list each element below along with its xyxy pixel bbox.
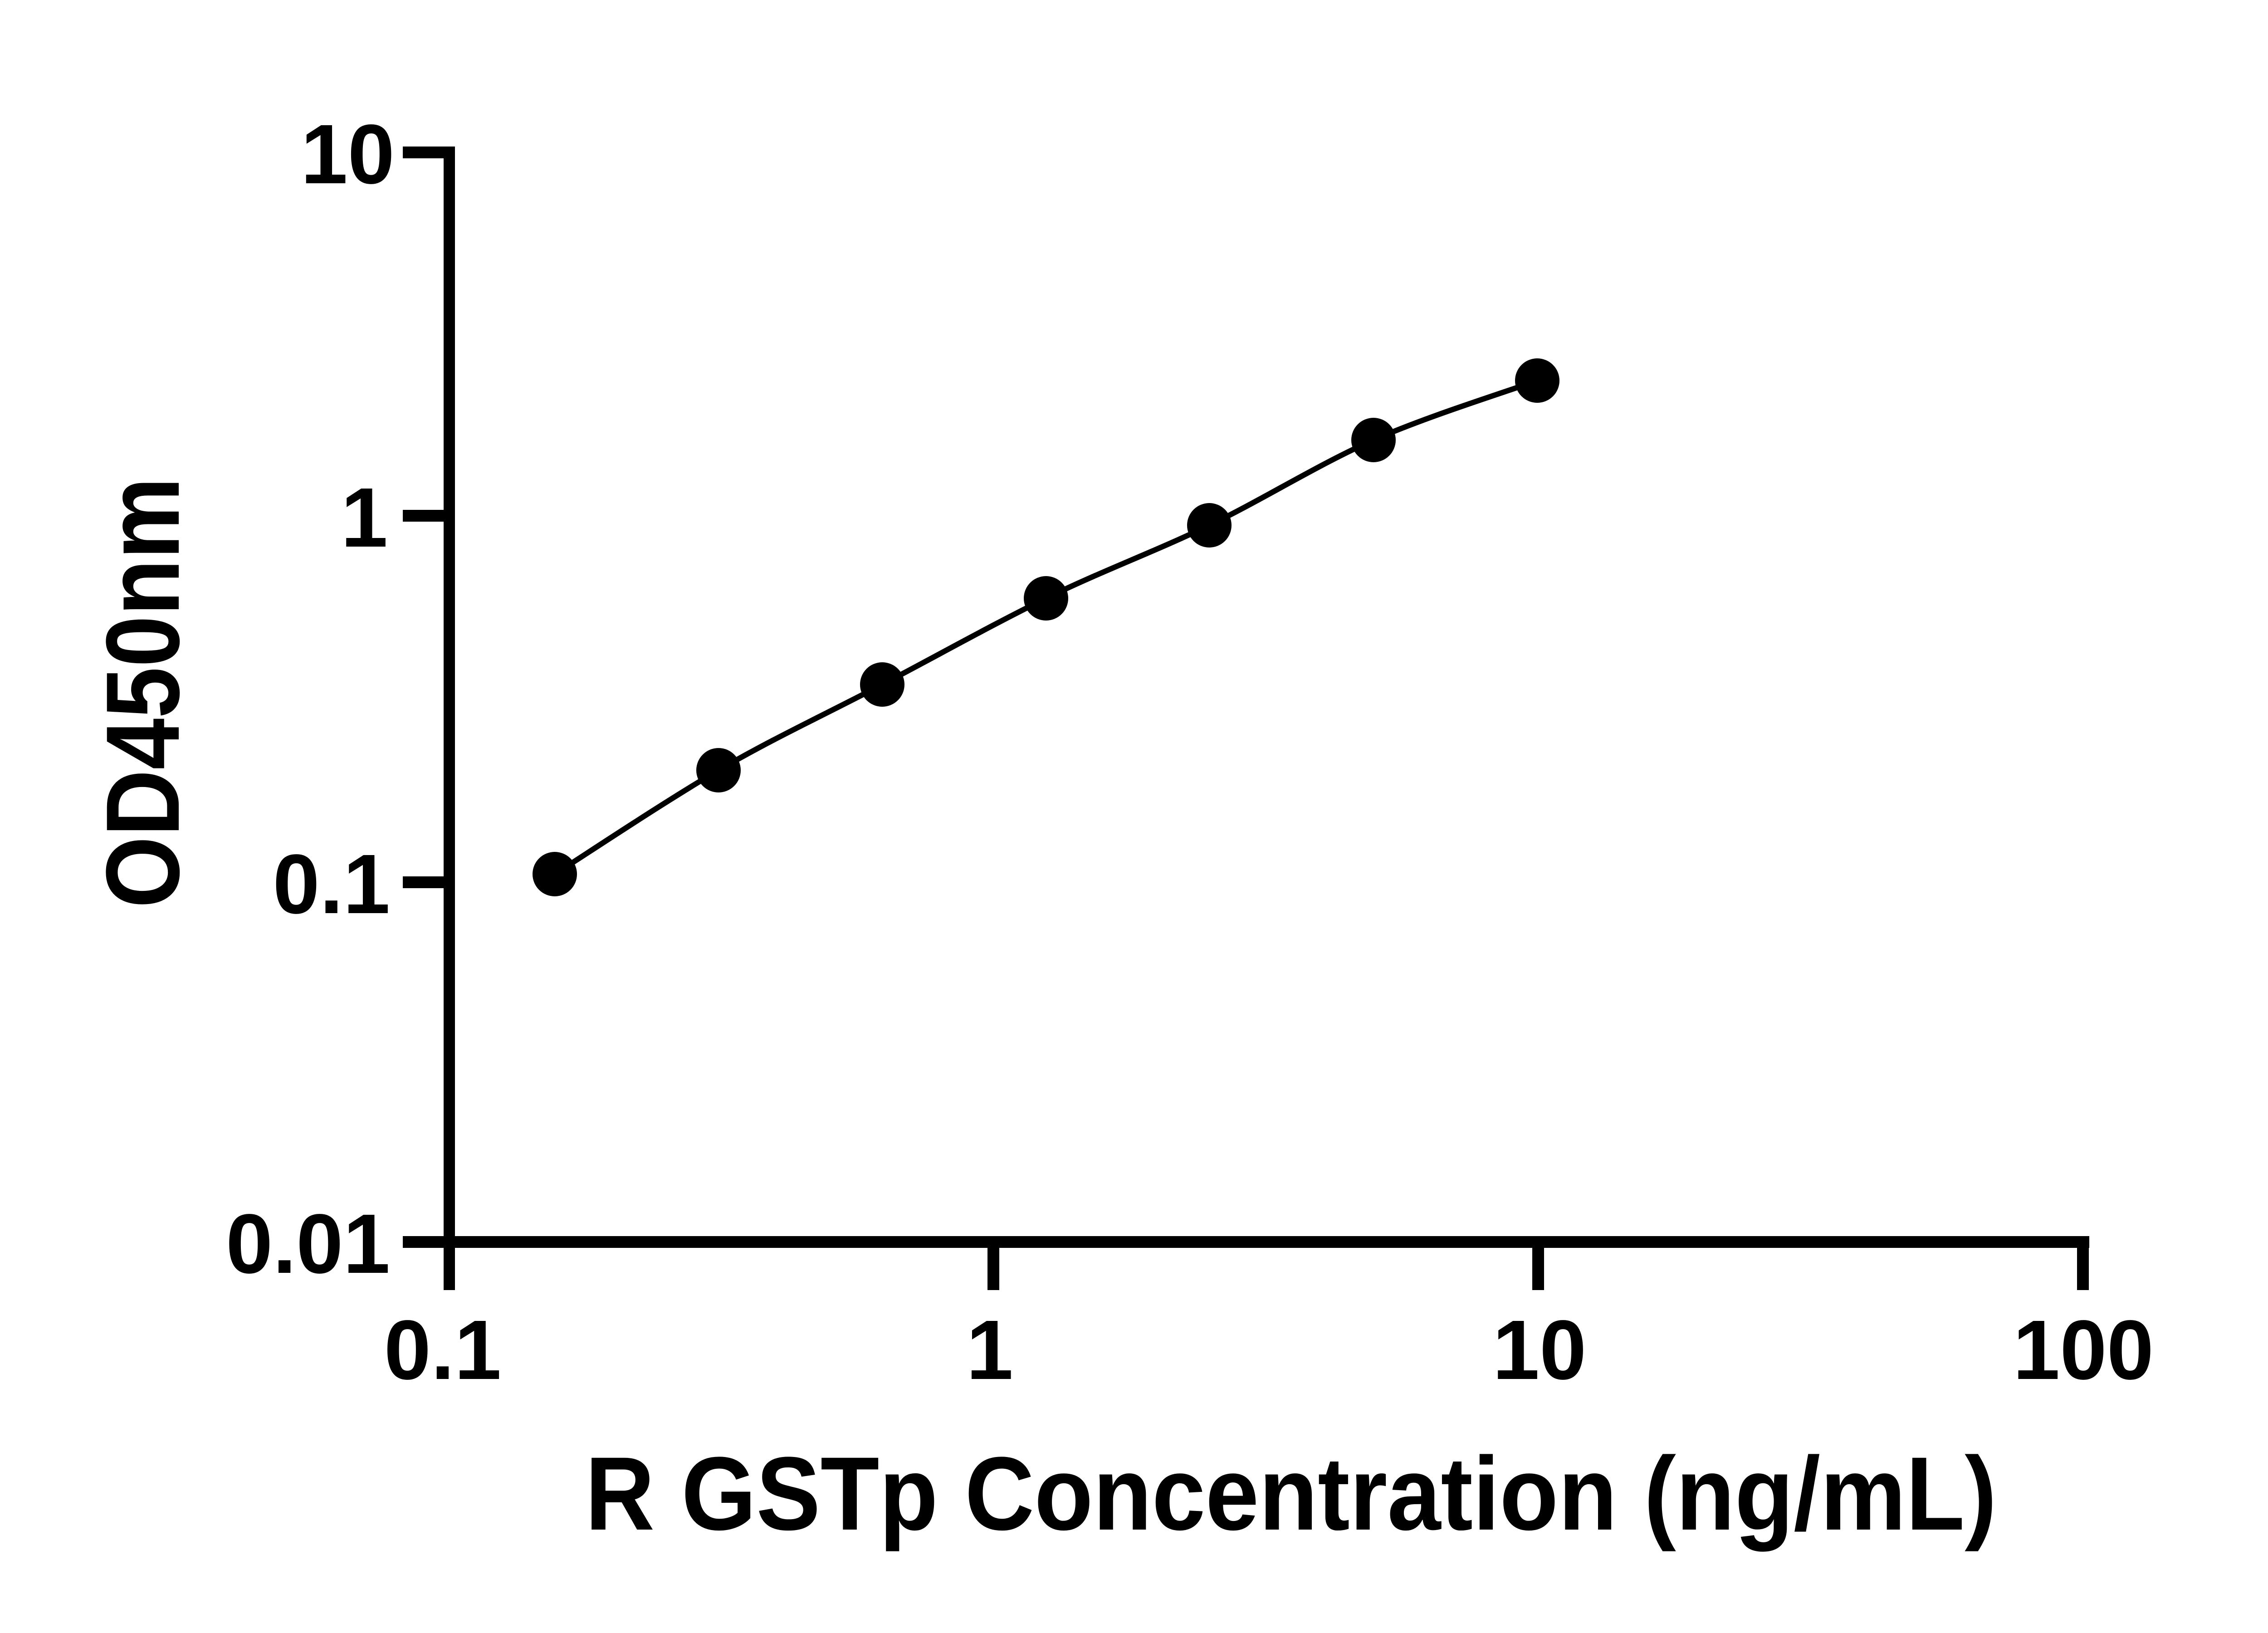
svg-text:0.1: 0.1 — [273, 837, 390, 931]
svg-text:0.01: 0.01 — [226, 1197, 390, 1291]
svg-text:R GSTp Concentration (ng/mL): R GSTp Concentration (ng/mL) — [585, 1435, 1997, 1552]
svg-text:10: 10 — [301, 108, 395, 201]
svg-text:OD450nm: OD450nm — [84, 477, 201, 908]
svg-text:10: 10 — [1493, 1303, 1587, 1397]
svg-text:0.1: 0.1 — [384, 1303, 502, 1397]
svg-text:100: 100 — [2013, 1303, 2154, 1397]
svg-text:1: 1 — [966, 1303, 1013, 1397]
svg-text:1: 1 — [341, 471, 388, 565]
